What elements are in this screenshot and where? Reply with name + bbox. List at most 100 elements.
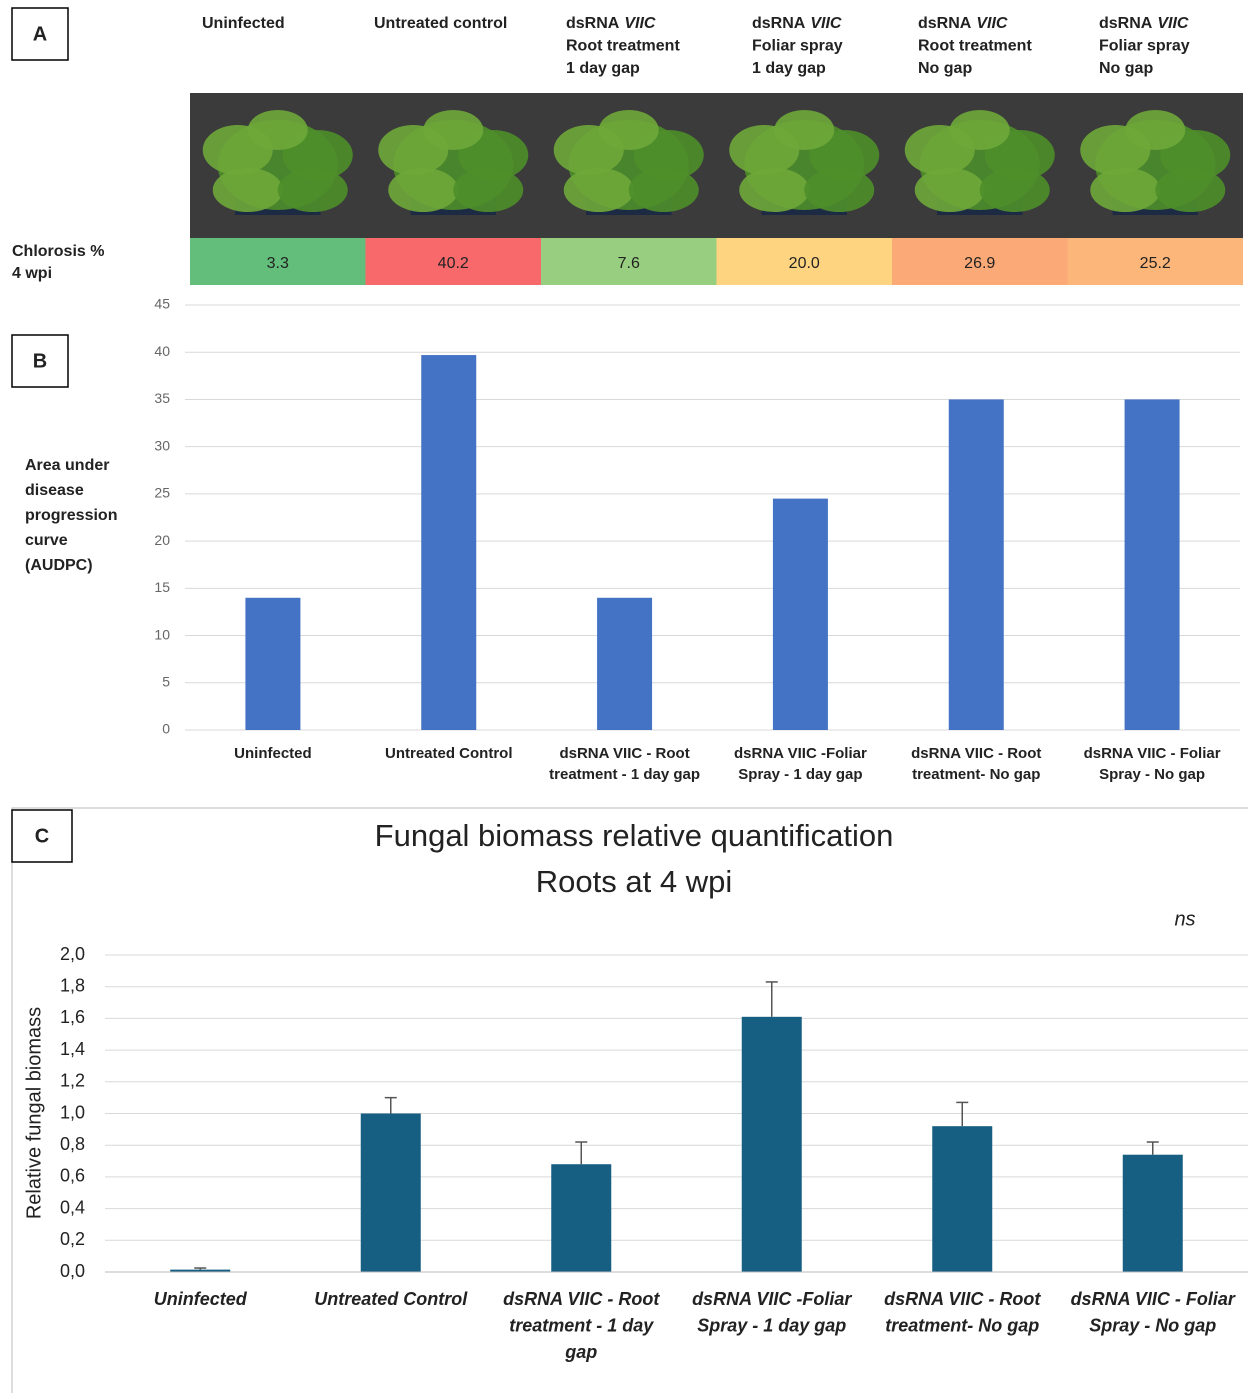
- x-tick-label: treatment- No gap: [885, 1315, 1039, 1335]
- chlorosis-value: 25.2: [1140, 255, 1171, 272]
- y-tick-label: 15: [154, 579, 170, 595]
- header-text: dsRNA: [566, 15, 620, 32]
- y-tick-label: 0,8: [60, 1134, 85, 1154]
- x-tick-label: Uninfected: [234, 745, 312, 762]
- panel-label: C: [35, 825, 49, 847]
- header-text: VIIC: [1157, 15, 1189, 32]
- error-bar: [385, 1098, 397, 1114]
- bar: [1125, 399, 1180, 730]
- y-tick-label: 5: [162, 673, 170, 689]
- header-text: Root treatment: [918, 38, 1032, 55]
- y-tick-label: 0,2: [60, 1229, 85, 1249]
- leaf: [599, 110, 659, 150]
- leaf: [1125, 110, 1185, 150]
- column-header: 1 day gap: [566, 60, 640, 77]
- column-header: Root treatment: [918, 38, 1032, 55]
- annotation: ns: [1174, 908, 1195, 930]
- y-tick-label: 0,6: [60, 1166, 85, 1186]
- header-text: dsRNA: [918, 15, 972, 32]
- y-tick-label: 0: [162, 721, 170, 737]
- header-text: No gap: [918, 60, 972, 77]
- bar: [742, 1017, 802, 1272]
- y-tick-label: 1,4: [60, 1039, 85, 1059]
- column-header: No gap: [918, 60, 972, 77]
- x-tick-label: Spray - No gap: [1089, 1315, 1216, 1335]
- header-text: dsRNA: [752, 15, 806, 32]
- bar: [773, 499, 828, 730]
- header-text: dsRNA: [1099, 15, 1153, 32]
- x-tick-label: treatment- No gap: [912, 766, 1040, 783]
- chlorosis-value: 20.0: [789, 255, 820, 272]
- x-tick-label: dsRNA VIIC - Foliar: [1071, 1289, 1236, 1309]
- row-label: Chlorosis %: [12, 243, 104, 260]
- error-bar: [194, 1268, 206, 1270]
- bar: [949, 399, 1004, 730]
- header-text: Untreated control: [374, 15, 507, 32]
- y-tick-label: 25: [154, 485, 170, 501]
- leaf: [213, 168, 283, 212]
- column-header: dsRNAVIIC: [918, 15, 1008, 32]
- header-text: VIIC: [624, 15, 656, 32]
- y-tick-label: 20: [154, 532, 170, 548]
- y-axis-label: disease: [25, 482, 84, 499]
- leaf: [774, 110, 834, 150]
- leaf: [629, 168, 699, 212]
- header-text: VIIC: [810, 15, 842, 32]
- chlorosis-value: 26.9: [964, 255, 995, 272]
- chlorosis-value: 40.2: [438, 255, 469, 272]
- column-header: No gap: [1099, 60, 1153, 77]
- y-axis-label: (AUDPC): [25, 557, 93, 574]
- header-text: 1 day gap: [566, 60, 640, 77]
- leaf: [804, 168, 874, 212]
- leaf: [1090, 168, 1160, 212]
- x-tick-label: dsRNA VIIC - Root: [559, 745, 689, 762]
- leaf: [980, 168, 1050, 212]
- x-tick-label: dsRNA VIIC - Root: [884, 1289, 1041, 1309]
- leaf: [248, 110, 308, 150]
- bar: [597, 598, 652, 730]
- column-header: Root treatment: [566, 38, 680, 55]
- y-tick-label: 0,4: [60, 1197, 85, 1217]
- y-axis-label: Area under: [25, 457, 109, 474]
- y-axis-label: progression: [25, 507, 117, 524]
- x-tick-label: dsRNA VIIC - Root: [911, 745, 1041, 762]
- x-tick-label: Spray - 1 day gap: [738, 766, 862, 783]
- error-bar: [956, 1102, 968, 1126]
- y-tick-label: 0,0: [60, 1261, 85, 1281]
- y-tick-label: 45: [154, 296, 170, 312]
- column-header: dsRNAVIIC: [752, 15, 842, 32]
- leaf: [564, 168, 634, 212]
- column-header: Foliar spray: [752, 38, 843, 55]
- header-text: VIIC: [976, 15, 1008, 32]
- y-tick-label: 30: [154, 437, 170, 453]
- column-header: Untreated control: [374, 15, 507, 32]
- x-tick-label: dsRNA VIIC -Foliar: [734, 745, 867, 762]
- x-tick-label: Untreated Control: [314, 1289, 468, 1309]
- x-tick-label: gap: [564, 1342, 597, 1362]
- x-tick-label: treatment - 1 day: [509, 1315, 654, 1335]
- leaf: [950, 110, 1010, 150]
- x-tick-label: dsRNA VIIC - Root: [503, 1289, 660, 1309]
- x-tick-label: Untreated Control: [385, 745, 513, 762]
- y-tick-label: 1,0: [60, 1102, 85, 1122]
- bar: [421, 355, 476, 730]
- column-header: dsRNAVIIC: [566, 15, 656, 32]
- x-tick-label: Spray - No gap: [1099, 766, 1205, 783]
- error-bar: [1147, 1142, 1159, 1155]
- x-tick-label: treatment - 1 day gap: [549, 766, 700, 783]
- y-axis-label: curve: [25, 532, 68, 549]
- chlorosis-value: 3.3: [267, 255, 289, 272]
- y-tick-label: 1,6: [60, 1007, 85, 1027]
- leaf: [739, 168, 809, 212]
- column-header: 1 day gap: [752, 60, 826, 77]
- bar: [932, 1126, 992, 1272]
- x-tick-label: dsRNA VIIC - Foliar: [1084, 745, 1221, 762]
- figure: A B C Uninfected3.3Untreated control40.2…: [0, 0, 1248, 1393]
- y-tick-label: 1,2: [60, 1071, 85, 1091]
- row-label: 4 wpi: [12, 265, 52, 282]
- chart-title: Roots at 4 wpi: [536, 864, 732, 899]
- leaf: [388, 168, 458, 212]
- x-tick-label: Uninfected: [154, 1289, 248, 1309]
- chlorosis-value: 7.6: [618, 255, 640, 272]
